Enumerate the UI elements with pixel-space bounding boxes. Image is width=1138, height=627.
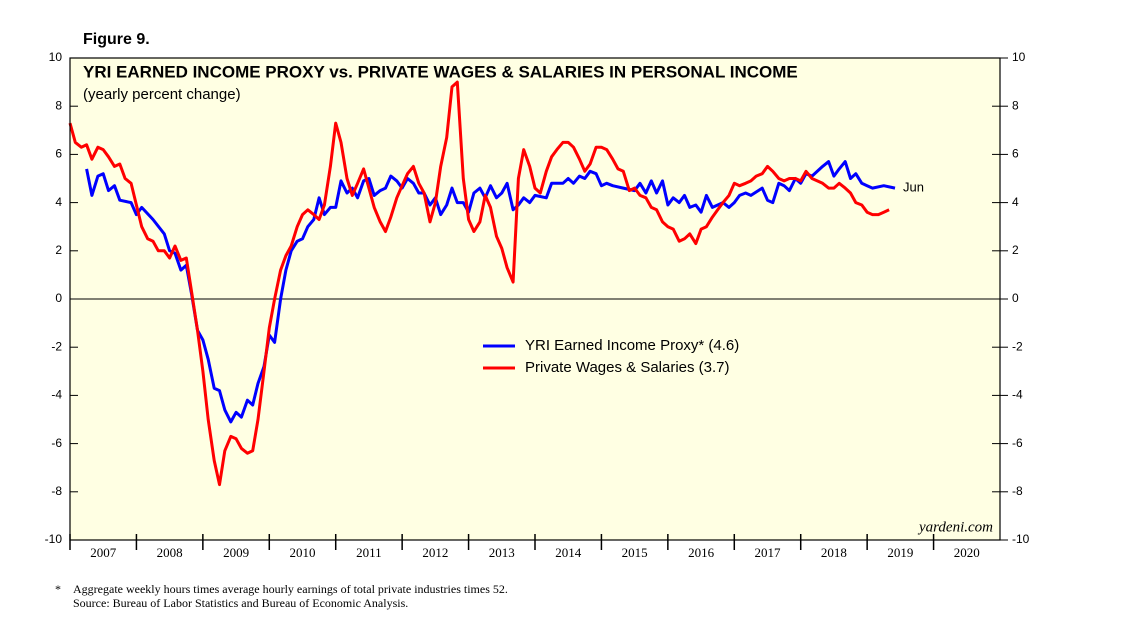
y2-tick-label: 2 — [1012, 243, 1019, 257]
y2-tick-label: -8 — [1012, 484, 1023, 498]
y2-tick-label: 6 — [1012, 147, 1019, 161]
x-tick-label: 2010 — [290, 545, 316, 560]
x-tick-label: 2019 — [887, 545, 913, 560]
x-tick-label: 2007 — [90, 545, 117, 560]
x-tick-label: 2014 — [555, 545, 582, 560]
series-line — [85, 160, 896, 424]
watermark: yardeni.com — [917, 519, 993, 535]
chart-title: YRI EARNED INCOME PROXY vs. PRIVATE WAGE… — [83, 62, 798, 81]
y-tick-label: -4 — [51, 388, 62, 402]
x-tick-label: 2008 — [157, 545, 183, 560]
footnote: Aggregate weekly hours times average hou… — [73, 582, 508, 596]
y-tick-label: 10 — [49, 50, 63, 64]
y-tick-label: 0 — [55, 291, 62, 305]
x-tick-label: 2011 — [356, 545, 382, 560]
plot-border — [69, 57, 1001, 541]
y2-tick-label: -2 — [1012, 339, 1023, 353]
y-tick-label: -6 — [51, 436, 62, 450]
y2-tick-label: 0 — [1012, 291, 1019, 305]
x-tick-label: 2018 — [821, 545, 847, 560]
y2-tick-label: -10 — [1012, 532, 1030, 546]
x-tick-label: 2015 — [622, 545, 648, 560]
source: Source: Bureau of Labor Statistics and B… — [73, 596, 408, 610]
y-tick-label: 8 — [55, 98, 62, 112]
y2-tick-label: -6 — [1012, 436, 1023, 450]
y2-tick-label: 4 — [1012, 195, 1019, 209]
y-tick-label: 6 — [55, 147, 62, 161]
y2-tick-label: 10 — [1012, 50, 1026, 64]
y-tick-label: 2 — [55, 243, 62, 257]
chart-subtitle: (yearly percent change) — [83, 86, 241, 103]
y-tick-label: -8 — [51, 484, 62, 498]
legend-label: Private Wages & Salaries (3.7) — [525, 359, 730, 376]
y2-tick-label: 8 — [1012, 98, 1019, 112]
x-tick-label: 2009 — [223, 545, 249, 560]
y-tick-label: -10 — [45, 532, 63, 546]
y-tick-label: -2 — [51, 339, 62, 353]
x-tick-label: 2016 — [688, 545, 715, 560]
footnote-marker: * — [55, 582, 61, 596]
x-tick-label: 2013 — [489, 545, 515, 560]
y2-tick-label: -4 — [1012, 388, 1023, 402]
legend-label: YRI Earned Income Proxy* (4.6) — [525, 337, 739, 354]
figure-label: Figure 9. — [83, 31, 150, 48]
annotation: Jun — [903, 180, 924, 195]
x-tick-label: 2012 — [422, 545, 448, 560]
x-tick-label: 2017 — [755, 545, 782, 560]
x-tick-label: 2020 — [954, 545, 980, 560]
y-tick-label: 4 — [55, 195, 62, 209]
series-line — [68, 80, 890, 487]
